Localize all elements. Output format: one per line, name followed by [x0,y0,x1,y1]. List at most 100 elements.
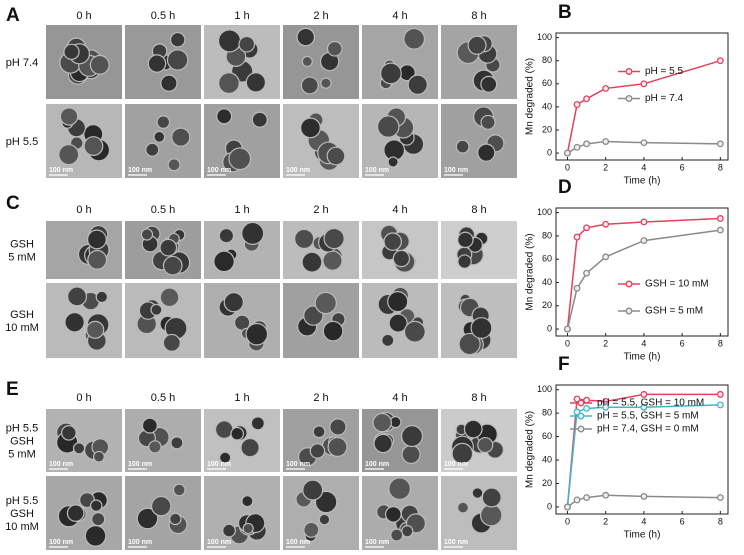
time-label: 0 h [76,392,91,404]
y-tick-label: 60 [542,78,552,88]
row-label: GSH [10,508,34,520]
particle [373,433,393,454]
tem-image [204,221,280,279]
y-tick-label: 100 [537,32,552,42]
legend-marker [625,68,633,75]
particle [471,487,484,499]
data-point [716,401,724,409]
time-label: 2 h [313,392,328,404]
legend-marker [625,95,633,102]
particle [166,49,189,71]
time-label: 0 h [76,204,91,216]
particle [171,127,191,147]
x-tick-label: 2 [603,162,608,172]
x-tick-label: 0 [565,162,570,172]
data-point [716,494,724,502]
particle [93,450,105,463]
x-tick-label: 8 [718,338,723,348]
time-label: 8 h [471,204,486,216]
series-line [566,217,721,330]
particle [89,499,103,512]
y-tick-label: 60 [542,431,552,441]
particle [150,495,172,517]
x-tick-label: 2 [603,338,608,348]
scale-bar-label: 100 nm [128,461,152,468]
particle [326,40,343,57]
particle [323,227,345,250]
x-tick-label: 0 [565,516,570,526]
time-label: 1 h [234,10,249,22]
data-point [640,139,648,147]
tem-image: 100 nm [125,409,201,472]
particle [230,426,245,441]
particle [392,249,411,268]
series-line [566,404,721,508]
data-point [640,492,648,500]
x-tick-label: 6 [680,338,685,348]
particle [480,75,498,93]
data-point [640,80,648,88]
legend-label: pH = 7.4 [645,93,684,104]
row-label: 5 mM [8,448,36,460]
y-tick-label: 20 [542,124,552,134]
scale-bar-label: 100 nm [49,461,73,468]
scale-bar-label: 100 nm [128,167,152,174]
data-point [573,284,581,292]
tem-image [283,283,359,358]
particle [91,512,106,527]
particle [320,77,332,89]
row-label: 5 mM [8,251,36,263]
panel-label: C [6,193,20,214]
time-label: 4 h [392,204,407,216]
legend-marker [577,425,585,433]
particle [381,333,395,347]
particle [63,43,80,61]
scale-bar-label: 100 nm [286,461,310,468]
particle [245,72,267,93]
particle [95,290,109,304]
data-point [573,395,581,403]
particle [167,158,181,172]
tem-image: 100 nm [441,409,517,472]
particle [388,477,411,501]
particle [294,228,315,250]
row-label: 10 mM [5,322,39,334]
tem-image [362,25,438,99]
tem-image [46,25,122,99]
row-label: 10 mM [5,521,39,533]
data-point [583,494,591,502]
y-tick-label: 20 [542,478,552,488]
scale-bar-label: 100 nm [207,461,231,468]
particle [457,231,474,249]
particle [147,54,167,73]
tem-image [441,25,517,99]
particle [241,221,265,245]
particle [159,287,180,308]
row-label: GSH [10,238,34,250]
x-tick-label: 4 [641,338,646,348]
particle [480,114,496,130]
series-line [566,393,721,508]
legend-marker [625,307,633,315]
particle [140,228,154,241]
data-point [573,143,581,151]
scale-bar-label: 100 nm [128,539,152,546]
y-tick-label: 40 [542,454,552,464]
y-tick-label: 100 [537,207,552,217]
x-tick-label: 6 [680,516,685,526]
particle [314,291,337,315]
data-point [564,149,571,157]
particle [162,255,183,276]
particle [403,320,426,343]
x-tick-label: 0 [565,338,570,348]
scale-bar-label: 100 nm [444,167,468,174]
particle [300,117,321,139]
particle [302,479,324,501]
particle [238,35,256,53]
particle [387,156,399,168]
particle [301,55,313,68]
data-point [583,396,591,404]
particle [172,483,186,497]
tem-image [46,221,122,279]
x-tick-label: 8 [718,516,723,526]
